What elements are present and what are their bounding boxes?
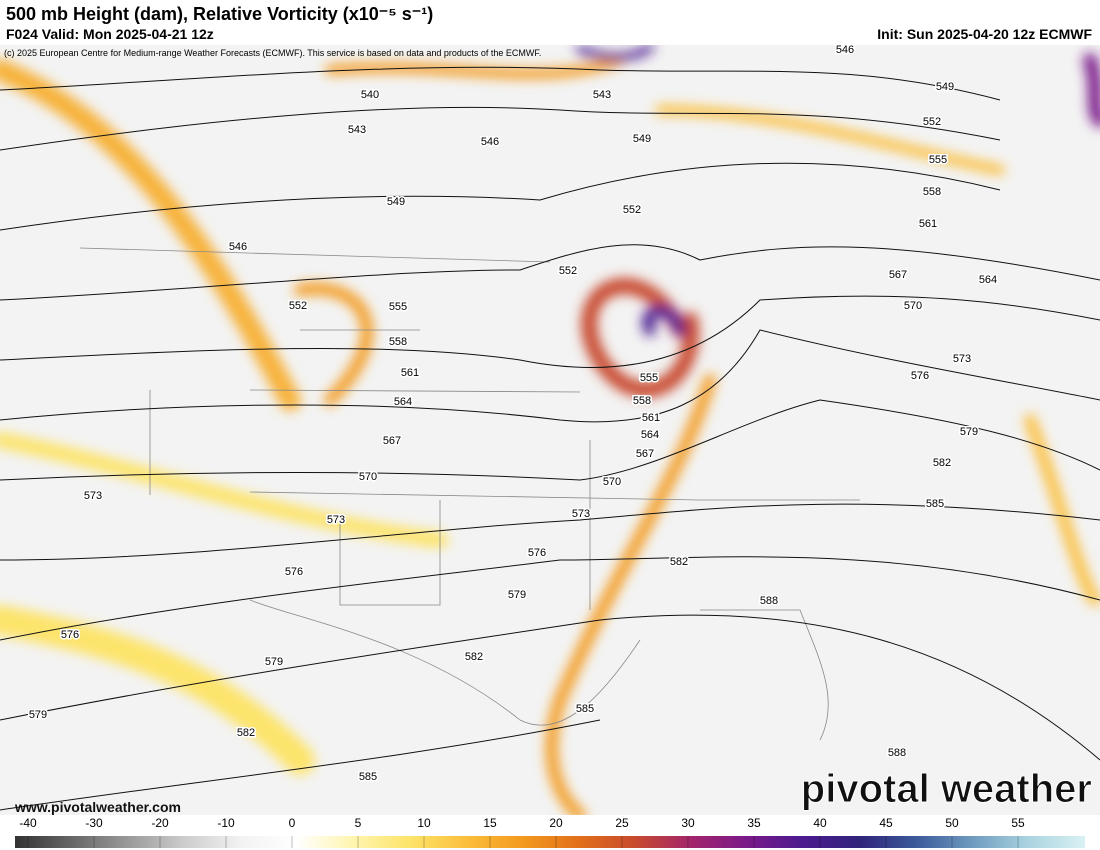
contour-label: 582 (237, 727, 255, 739)
contour-label: 585 (926, 498, 944, 510)
contour-label: 570 (603, 476, 621, 488)
contour-label: 552 (559, 265, 577, 277)
contour-label: 567 (383, 435, 401, 447)
title: 500 mb Height (dam), Relative Vorticity … (6, 4, 433, 24)
contour-label: 579 (29, 709, 47, 721)
valid-time: F024 Valid: Mon 2025-04-21 12z (6, 26, 214, 42)
contour-label: 552 (623, 204, 641, 216)
vorticity-field (0, 44, 1100, 821)
colorbar-tick-label: 0 (289, 816, 296, 830)
contour-label: 546 (229, 241, 247, 253)
contour-label: 540 (361, 89, 379, 101)
contour-label: 588 (888, 747, 906, 759)
contour-label: 543 (348, 124, 366, 136)
contour-label: 555 (640, 372, 658, 384)
colorbar-ticks: -40 -30 -20 -10 0 5 10 15 20 25 30 35 40 45 50 55 (19, 816, 1025, 848)
url: www.pivotalweather.com (14, 799, 181, 815)
contour-label: 561 (401, 367, 419, 379)
contour-label: 576 (911, 370, 929, 382)
colorbar-tick-label: 15 (483, 816, 497, 830)
colorbar-tick-label: -40 (19, 816, 37, 830)
contour-label: 555 (389, 301, 407, 313)
colorbar-tick-label: 10 (417, 816, 431, 830)
contour-label: 570 (904, 300, 922, 312)
contour-label: 585 (359, 771, 377, 783)
colorbar-tick-label: -30 (85, 816, 103, 830)
contour-label: 579 (508, 589, 526, 601)
colorbar-tick-label: 50 (945, 816, 959, 830)
contour-label: 576 (528, 547, 546, 559)
init-time: Init: Sun 2025-04-20 12z ECMWF (877, 26, 1092, 42)
contour-label: 543 (593, 89, 611, 101)
contour-label: 570 (359, 471, 377, 483)
contour-label: 573 (572, 508, 590, 520)
contour-label: 573 (84, 490, 102, 502)
contour-label: 564 (641, 429, 659, 441)
contour-label: 573 (327, 514, 345, 526)
contour-label: 573 (953, 353, 971, 365)
contour-label: 579 (265, 656, 283, 668)
colorbar-tick-label: 25 (615, 816, 629, 830)
contour-label: 579 (960, 426, 978, 438)
contour-label: 567 (636, 448, 654, 460)
contour-label: 582 (465, 651, 483, 663)
contour-label: 576 (285, 566, 303, 578)
contour-label: 558 (633, 395, 651, 407)
contour-label: 564 (979, 274, 997, 286)
contour-label: 585 (576, 703, 594, 715)
contour-label: 552 (923, 116, 941, 128)
contour-label: 555 (929, 154, 947, 166)
contour-label: 549 (936, 81, 954, 93)
contour-label: 558 (389, 336, 407, 348)
contour-label: 561 (642, 412, 660, 424)
colorbar-tick-label: 45 (879, 816, 893, 830)
contour-labels: 546 540 543 549 543 552 546 549 555 549 552 558 546 5… (27, 42, 998, 784)
contour-label: 582 (670, 556, 688, 568)
colorbar (15, 836, 1085, 848)
colorbar-tick-label: 5 (355, 816, 362, 830)
contour-label: 546 (836, 44, 854, 56)
contour-label: 549 (387, 196, 405, 208)
contour-label: 588 (760, 595, 778, 607)
colorbar-tick-label: -10 (217, 816, 235, 830)
contour-label: 576 (61, 629, 79, 641)
contour-label: 564 (394, 396, 412, 408)
header-background (0, 0, 1100, 45)
contour-label: 558 (923, 186, 941, 198)
colorbar-tick-label: 40 (813, 816, 827, 830)
colorbar-tick-label: 20 (549, 816, 563, 830)
colorbar-tick-label: 55 (1011, 816, 1025, 830)
contour-label: 582 (933, 457, 951, 469)
colorbar-tick-label: 35 (747, 816, 761, 830)
contour-label: 561 (919, 218, 937, 230)
height-contours (0, 66, 1100, 811)
colorbar-tick-label: 30 (681, 816, 695, 830)
contour-label: 546 (481, 136, 499, 148)
contour-label: 549 (633, 133, 651, 145)
watermark: pivotal weather (801, 767, 1092, 811)
colorbar-tick-label: -20 (151, 816, 169, 830)
copyright: (c) 2025 European Centre for Medium-rang… (4, 48, 541, 58)
contour-label: 552 (289, 300, 307, 312)
borders (79, 247, 860, 741)
contour-label: 567 (889, 269, 907, 281)
